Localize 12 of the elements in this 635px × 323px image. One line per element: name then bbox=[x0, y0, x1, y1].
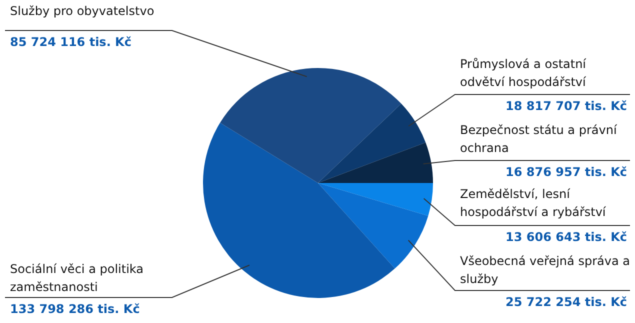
data-label: 13 606 643 tis. Kč bbox=[506, 230, 627, 244]
slice-label: Bezpečnost státu a právní ochrana bbox=[460, 123, 618, 156]
slice-label: Průmyslová a ostatní odvětví hospodářství bbox=[460, 57, 587, 90]
slice-label: Zemědělství, lesní hospodářství a rybářství bbox=[460, 187, 606, 220]
slice-label: Sociální věci a politika zaměstnanosti bbox=[10, 262, 144, 294]
data-label: 18 817 707 tis. Kč bbox=[506, 99, 627, 114]
slice-label: Všeobecná veřejná správa a služby bbox=[460, 254, 630, 286]
data-label: 25 722 254 tis. Kč bbox=[506, 295, 627, 310]
data-label: 133 798 286 tis. Kč bbox=[10, 302, 140, 316]
data-label: 85 724 116 tis. Kč bbox=[10, 35, 132, 50]
data-label: 16 876 957 tis. Kč bbox=[506, 165, 627, 180]
slice-label: Služby pro obyvatelstvo bbox=[10, 4, 154, 18]
